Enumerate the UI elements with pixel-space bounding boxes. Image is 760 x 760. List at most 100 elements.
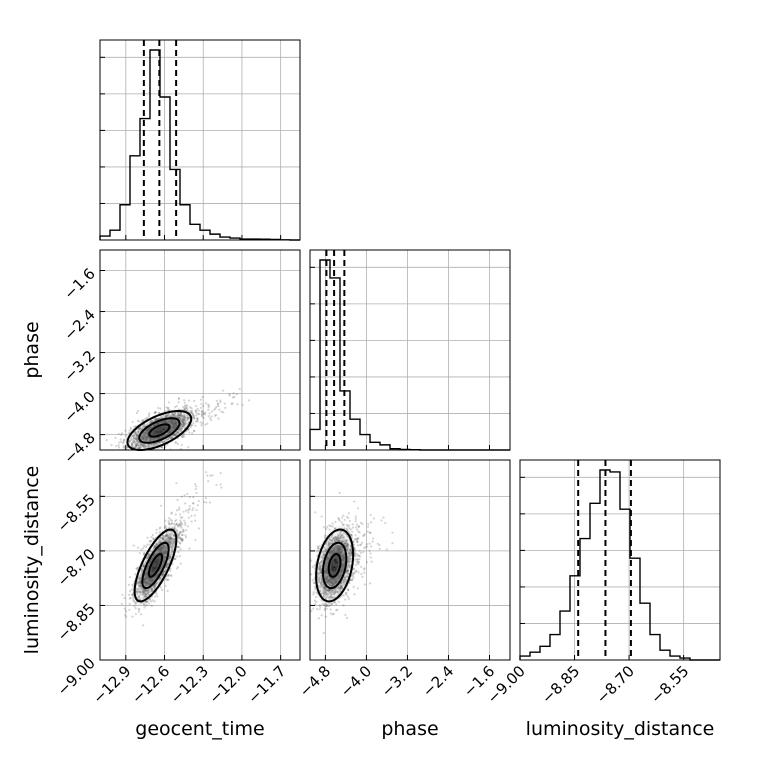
sample-point xyxy=(133,446,137,449)
sample-point xyxy=(168,559,171,562)
sample-point xyxy=(341,558,344,561)
sample-point xyxy=(200,412,203,416)
sample-point xyxy=(176,430,179,433)
sample-point xyxy=(327,580,330,583)
sample-point xyxy=(327,557,330,560)
sample-point xyxy=(355,553,358,556)
sample-point xyxy=(144,581,147,584)
sample-point xyxy=(325,577,328,580)
sample-point xyxy=(170,420,174,423)
sample-point xyxy=(173,412,177,415)
sample-point xyxy=(334,551,337,554)
sample-point xyxy=(167,517,171,520)
sample-point xyxy=(180,526,183,529)
sample-point xyxy=(166,563,169,566)
sample-point xyxy=(332,550,335,553)
sample-point xyxy=(150,569,153,572)
sample-point xyxy=(152,566,155,570)
y-tick-label: −2.4 xyxy=(60,306,98,344)
sample-point xyxy=(139,428,142,431)
sample-point xyxy=(171,422,174,425)
panel-frame xyxy=(99,39,301,241)
sample-point xyxy=(173,421,176,425)
sample-point xyxy=(241,403,244,406)
sample-point xyxy=(146,593,149,596)
sample-point xyxy=(318,565,321,568)
sample-point xyxy=(391,531,394,534)
sample-point xyxy=(157,560,160,563)
sample-point xyxy=(144,574,147,577)
sample-point xyxy=(131,434,134,438)
sample-point xyxy=(330,570,334,573)
sample-point xyxy=(160,536,163,539)
sample-point xyxy=(165,578,168,581)
sample-point xyxy=(168,430,171,433)
sample-point xyxy=(165,433,168,437)
sample-point xyxy=(180,537,183,540)
sample-point xyxy=(167,533,170,536)
sample-point xyxy=(194,420,197,423)
sample-point xyxy=(328,538,331,541)
sample-point xyxy=(322,583,325,586)
sample-point xyxy=(192,422,195,425)
sample-point xyxy=(170,545,173,549)
sample-point xyxy=(182,529,185,532)
sample-point xyxy=(321,557,325,560)
sample-point xyxy=(161,588,164,592)
sample-point xyxy=(338,576,341,579)
sample-point xyxy=(312,593,315,596)
sample-point xyxy=(322,632,325,635)
sample-point xyxy=(155,575,158,578)
sample-point xyxy=(152,444,156,447)
sample-point xyxy=(332,549,336,552)
sample-point xyxy=(181,415,184,418)
sample-point xyxy=(193,429,196,433)
sample-point xyxy=(144,581,148,584)
sample-point xyxy=(332,547,335,550)
sample-point xyxy=(163,452,165,454)
sample-point xyxy=(152,438,155,442)
sample-point xyxy=(170,519,173,522)
sample-point xyxy=(161,536,164,539)
sample-point xyxy=(148,428,151,432)
sample-point xyxy=(324,542,327,546)
sample-point xyxy=(317,617,320,620)
sample-point xyxy=(139,427,142,430)
sample-point xyxy=(181,533,184,537)
sample-point xyxy=(328,596,331,599)
sample-point xyxy=(144,439,147,442)
sample-point xyxy=(153,411,156,414)
sample-point xyxy=(154,428,158,431)
sample-point xyxy=(161,538,164,541)
sample-point xyxy=(331,577,334,580)
sample-point xyxy=(342,563,345,566)
sample-point xyxy=(224,406,227,409)
sample-point xyxy=(167,557,170,560)
sample-point xyxy=(332,562,335,566)
sample-point xyxy=(144,584,147,587)
sample-point xyxy=(160,549,163,552)
sample-point xyxy=(150,590,153,593)
sample-point xyxy=(147,581,150,585)
sample-point xyxy=(329,566,333,570)
sample-point xyxy=(337,517,341,521)
sample-point xyxy=(336,575,339,578)
sample-point xyxy=(331,550,334,553)
sample-point xyxy=(120,433,123,436)
sample-point xyxy=(335,564,339,567)
sample-point xyxy=(176,443,180,446)
sample-point xyxy=(168,422,171,425)
sample-point xyxy=(358,555,362,558)
sample-point xyxy=(142,580,146,584)
sample-point xyxy=(156,560,159,563)
sample-point xyxy=(171,418,174,422)
sample-point xyxy=(161,546,165,549)
sample-point xyxy=(152,424,155,427)
sample-point xyxy=(339,570,342,573)
sample-point xyxy=(169,436,172,439)
sample-point xyxy=(207,406,210,409)
y-tick-label: −4.0 xyxy=(60,388,98,426)
sample-point xyxy=(337,550,340,553)
sample-point xyxy=(333,567,336,570)
sample-point xyxy=(131,593,134,596)
